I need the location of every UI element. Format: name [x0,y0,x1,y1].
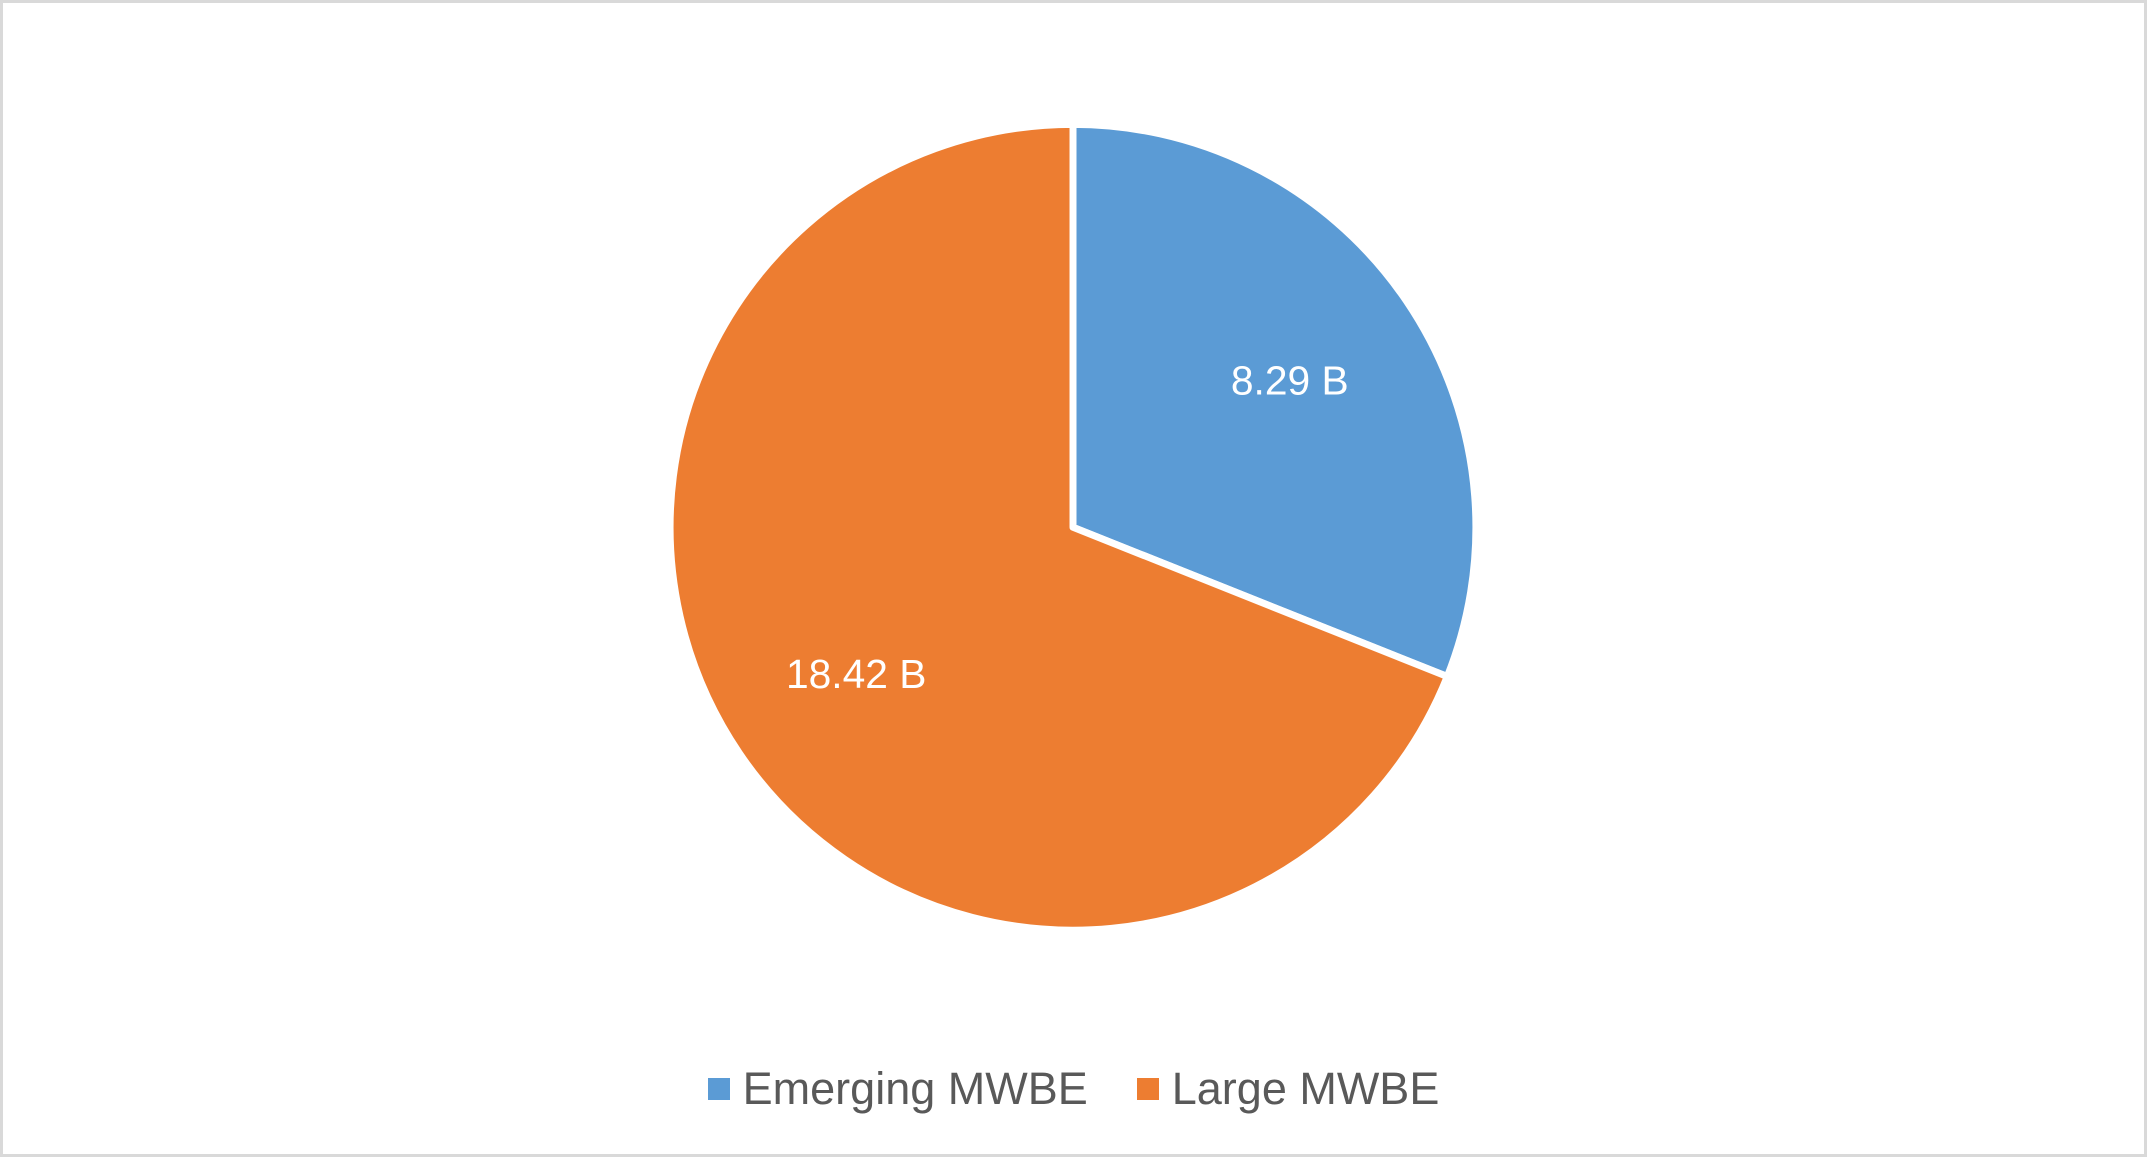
legend-item-label: Emerging MWBE [742,1063,1088,1115]
data-label-emerging-mwbe: 8.29 B [1231,357,1349,403]
chart-legend: Emerging MWBE Large MWBE [3,1064,2144,1114]
pie-chart: 8.29 B 18.42 B [666,120,1480,934]
legend-swatch-icon [707,1078,730,1100]
legend-item-emerging-mwbe[interactable]: Emerging MWBE [707,1063,1088,1115]
legend-item-label: Large MWBE [1171,1063,1440,1115]
pie-slice-emerging-mwbe[interactable] [1069,120,1480,680]
legend-swatch-icon [1136,1078,1159,1100]
data-label-large-mwbe: 18.42 B [786,651,927,697]
pie-slice-large-mwbe[interactable] [666,120,1451,934]
legend-item-large-mwbe[interactable]: Large MWBE [1136,1063,1440,1115]
